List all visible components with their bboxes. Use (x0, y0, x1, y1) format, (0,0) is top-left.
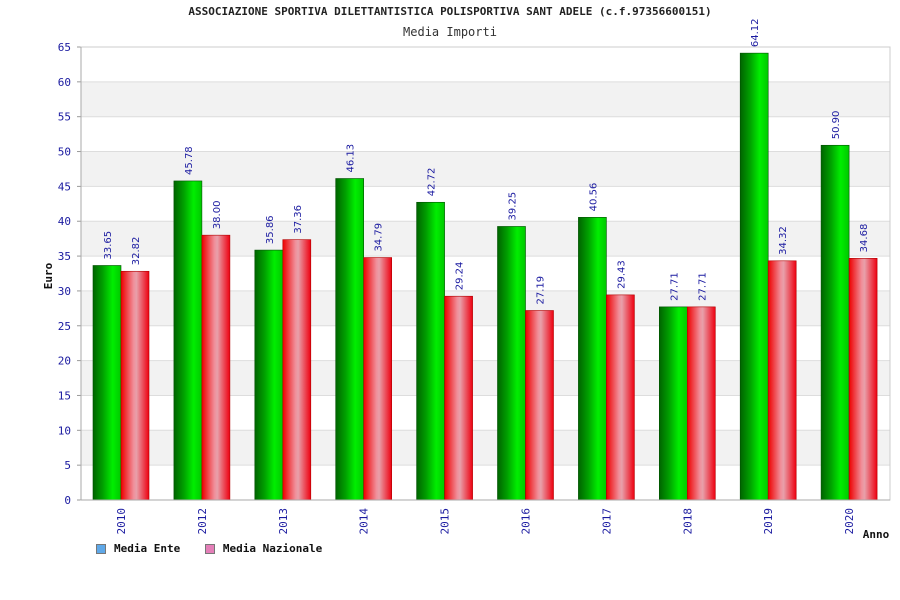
bar-media-ente (820, 144, 850, 501)
data-label: 42.72 (427, 168, 438, 197)
data-label: 38.00 (212, 201, 223, 230)
y-tick-label: 55 (58, 111, 71, 124)
data-label: 34.79 (374, 223, 385, 252)
y-axis-label: Euro (42, 262, 55, 289)
bar-media-ente (739, 52, 769, 501)
x-tick-label: 2015 (439, 508, 452, 535)
y-tick-label: 0 (64, 494, 71, 507)
data-label: 46.13 (346, 144, 357, 173)
data-label: 32.82 (131, 237, 142, 266)
y-tick-label: 65 (58, 41, 71, 54)
grid-band (81, 151, 890, 187)
bar-media-nazionale (686, 306, 716, 501)
bar-media-ente (416, 201, 445, 501)
legend-swatch-nazionale (204, 543, 215, 554)
legend-label-ente: Media Ente (114, 542, 181, 555)
data-label: 40.56 (588, 183, 599, 212)
y-tick-label: 50 (58, 146, 71, 159)
legend: Media Ente Media Nazionale (96, 542, 340, 557)
data-label: 37.36 (293, 205, 304, 234)
data-label: 27.19 (536, 276, 547, 305)
axes: 0 5 10 15 20 25 30 35 40 45 50 55 60 65 2010 2012 2013 20… (58, 41, 891, 535)
bar-media-ente (658, 306, 688, 501)
x-tick-label: 2012 (196, 508, 209, 535)
bar-media-ente (92, 265, 122, 501)
y-tick-label: 25 (58, 320, 71, 333)
y-tick-label: 30 (58, 285, 71, 298)
bar-media-ente (578, 217, 607, 501)
data-label: 50.90 (831, 111, 842, 140)
data-label: 27.71 (669, 272, 680, 301)
x-tick-label: 2017 (600, 508, 613, 535)
bars (92, 52, 878, 501)
bar-media-nazionale (606, 294, 635, 501)
bar-media-nazionale (767, 260, 797, 501)
data-label: 29.24 (455, 262, 466, 291)
x-tick-label: 2013 (277, 508, 290, 535)
y-tick-label: 35 (58, 250, 71, 263)
bar-media-ente (497, 226, 526, 501)
legend-label-nazionale: Media Nazionale (222, 542, 323, 555)
legend-item-ente: Media Ente (96, 542, 180, 555)
bar-media-ente (254, 249, 284, 501)
x-tick-label: 2020 (843, 508, 856, 535)
y-tick-label: 20 (58, 355, 71, 368)
bar-media-ente (335, 178, 365, 501)
x-axis-label: Anno (863, 528, 890, 541)
legend-swatch-ente (96, 543, 106, 554)
bar-media-nazionale (120, 270, 150, 501)
bar-media-nazionale (525, 310, 554, 501)
data-labels: 33.65 32.82 45.78 38.00 35.86 37.36 46.13 34.79… (103, 18, 870, 304)
y-tick-label: 60 (58, 76, 71, 89)
bar-media-nazionale (282, 239, 312, 501)
bar-media-ente (173, 180, 203, 501)
x-tick-label: 2010 (115, 508, 128, 535)
grid-band (81, 81, 890, 117)
data-label: 27.71 (697, 272, 708, 301)
y-tick-label: 15 (58, 389, 71, 402)
data-label: 45.78 (184, 146, 195, 175)
x-tick-label: 2018 (681, 508, 694, 535)
bar-media-nazionale (201, 234, 231, 501)
y-tick-label: 45 (58, 180, 71, 193)
bar-media-nazionale (444, 295, 473, 501)
legend-item-nazionale: Media Nazionale (204, 542, 323, 555)
data-label: 29.43 (616, 260, 627, 289)
data-label: 34.68 (859, 224, 870, 253)
y-tick-label: 10 (58, 424, 71, 437)
data-label: 34.32 (778, 226, 789, 255)
x-tick-label: 2019 (762, 508, 775, 535)
data-label: 33.65 (103, 231, 114, 260)
chart-subtitle: Media Importi (403, 25, 497, 39)
y-tick-label: 40 (58, 215, 71, 228)
chart-title: ASSOCIAZIONE SPORTIVA DILETTANTISTICA PO… (188, 5, 712, 18)
data-label: 39.25 (508, 192, 519, 221)
data-label: 64.12 (750, 18, 761, 47)
bar-media-nazionale (848, 258, 878, 501)
data-label: 35.86 (265, 215, 276, 244)
x-tick-label: 2014 (358, 508, 371, 535)
bar-media-nazionale (363, 257, 393, 501)
x-tick-label: 2016 (520, 508, 533, 535)
y-tick-label: 5 (64, 459, 71, 472)
